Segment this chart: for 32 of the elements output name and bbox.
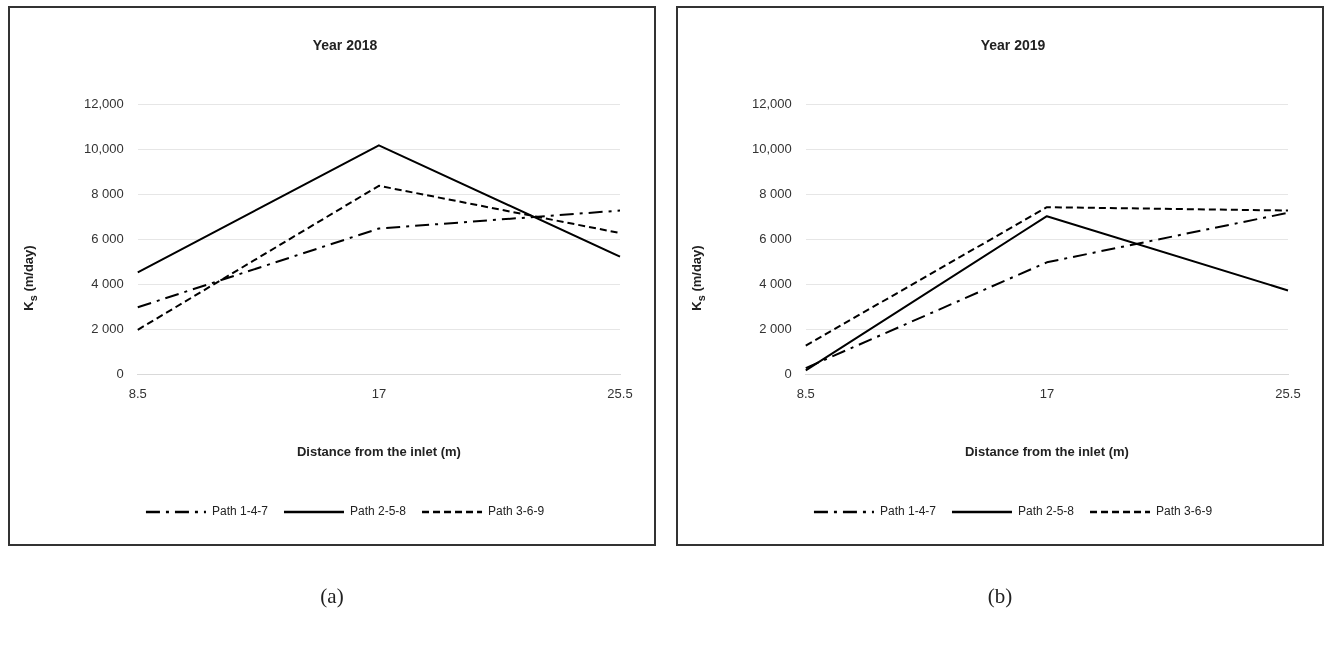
y-tick-label: 2 000 [91,321,124,337]
y-tick-label: 10,000 [752,141,792,157]
legend-label: Path 2-5-8 [349,504,407,519]
legend-label: Path 3-6-9 [1156,504,1213,519]
text: (a) [319,584,345,609]
y-tick-label: 0 [784,366,792,382]
chart-title: Year 2018 [312,37,378,54]
y-tick-label: 4 000 [91,276,124,292]
y-tick-label: 2 000 [759,321,792,337]
text: (b) [986,584,1014,609]
chart-title: Year 2019 [980,37,1046,54]
y-tick-label: 4 000 [759,276,792,292]
legend-label: Path 3-6-9 [488,504,545,519]
x-tick-label: 25.5 [1275,386,1301,402]
y-tick-label: 8 000 [91,186,124,202]
y-tick-label: 12,000 [84,96,124,112]
x-axis-title: Distance from the inlet (m) [296,443,461,459]
x-tick-label: 8.5 [128,386,147,402]
legend-label: Path 2-5-8 [1017,504,1075,519]
y-tick-label: 12,000 [752,96,792,112]
x-tick-label: 17 [371,386,387,402]
x-tick-label: 17 [1039,386,1055,402]
legend-label: Path 1-4-7 [211,504,269,519]
y-tick-label: 8 000 [759,186,792,202]
x-axis-title: Distance from the inlet (m) [964,443,1129,459]
x-tick-label: 25.5 [607,386,633,402]
y-tick-label: 6 000 [759,231,792,247]
y-tick-label: 0 [116,366,124,382]
x-tick-label: 8.5 [796,386,815,402]
y-tick-label: 6 000 [91,231,124,247]
legend-label: Path 1-4-7 [879,504,937,519]
y-tick-label: 10,000 [84,141,124,157]
